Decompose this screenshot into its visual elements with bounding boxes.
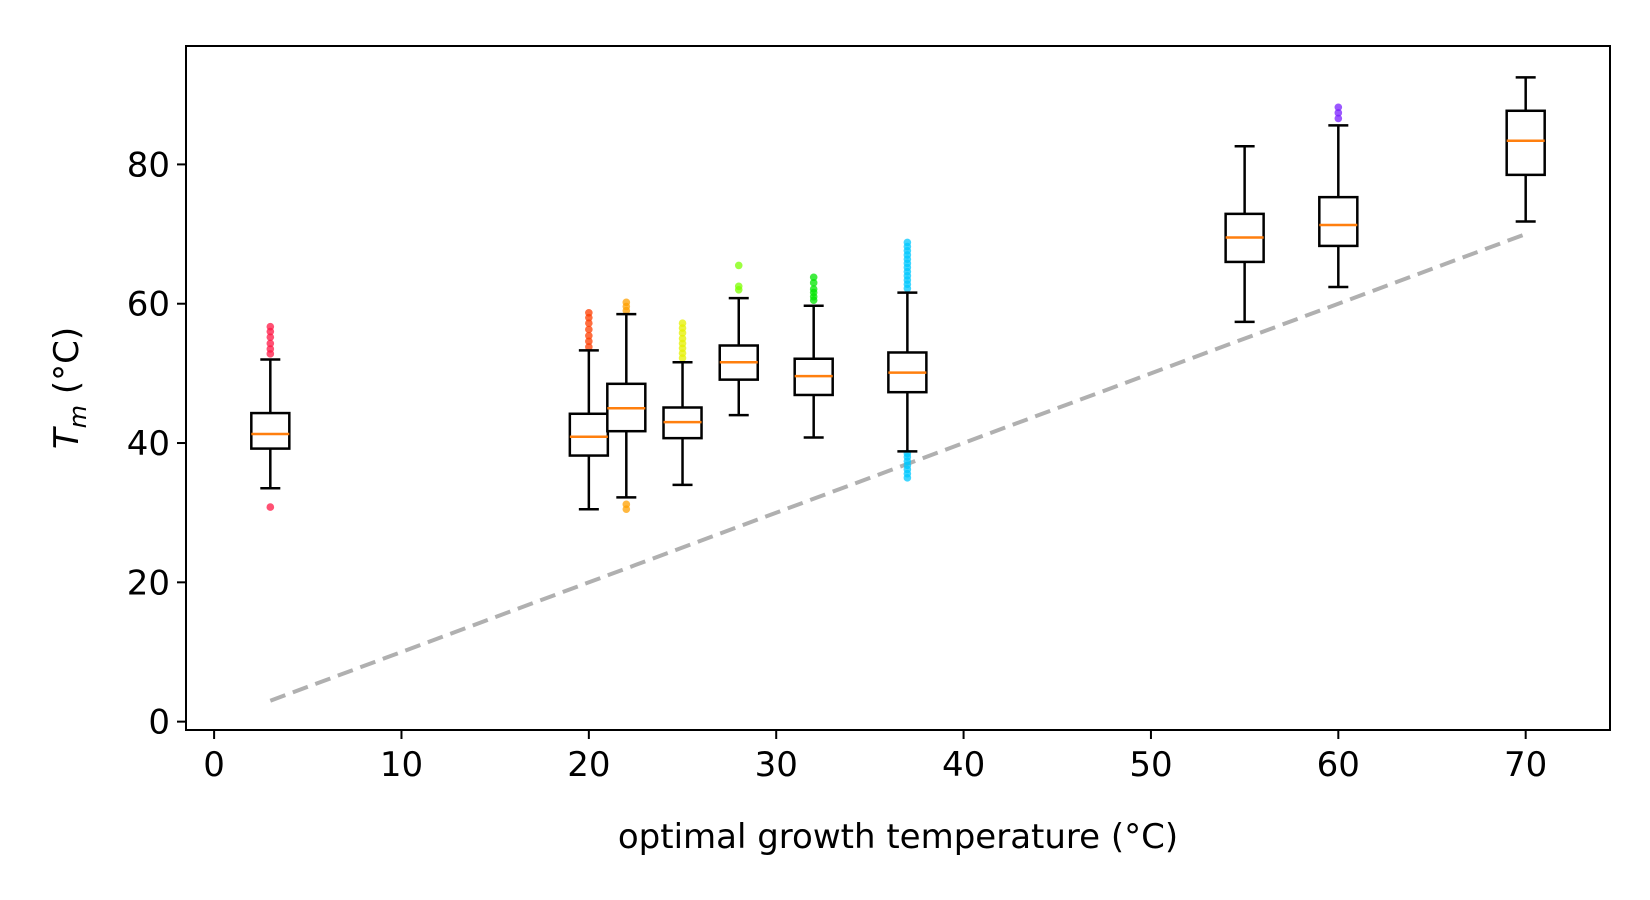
x-axis-title: optimal growth temperature (°C) (618, 817, 1178, 857)
outlier-point (1334, 114, 1343, 123)
box-group-22 (606, 298, 647, 513)
outlier-point (585, 343, 593, 351)
outlier-point (622, 500, 631, 509)
outlier-point (678, 319, 687, 328)
outlier-point (585, 337, 593, 346)
x-tick-label: 70 (1504, 745, 1547, 785)
outlier-point (734, 261, 743, 270)
outlier-point (585, 325, 593, 334)
outlier-point (809, 273, 818, 282)
y-tick-label: 60 (127, 285, 170, 325)
outlier-point (585, 331, 593, 340)
box-layer (250, 76, 1546, 513)
y-axis-title-main: T (47, 426, 87, 449)
x-tick-label: 50 (1129, 745, 1172, 785)
box-group-20 (568, 308, 610, 511)
outlier-point (266, 345, 275, 353)
y-axis: 0 20 40 60 80 (127, 145, 186, 743)
y-axis-title: Tm (°C) (47, 327, 92, 449)
y-tick-label: 0 (148, 703, 170, 743)
box-iqr (1318, 195, 1359, 248)
box-iqr (1505, 109, 1546, 177)
outlier-point (903, 238, 912, 247)
x-tick-label: 40 (942, 745, 985, 785)
outlier-point (809, 279, 818, 287)
x-tick-label: 10 (380, 745, 423, 785)
y-axis-title-unit: (°C) (47, 327, 87, 405)
reference-line-layer (269, 232, 1527, 703)
reference-line (269, 232, 1527, 703)
outlier-point (1334, 109, 1343, 117)
box-group-37 (887, 238, 928, 482)
y-tick-label: 40 (127, 424, 170, 464)
box-iqr (250, 411, 291, 450)
outlier-point (266, 333, 275, 341)
outlier-point (266, 339, 275, 348)
box-group-60 (1318, 103, 1359, 289)
outlier-point (266, 322, 275, 331)
x-tick-label: 20 (567, 745, 610, 785)
x-axis: 0 10 20 30 40 50 60 70 (203, 730, 1547, 785)
outlier-point (585, 308, 593, 317)
outlier-point (266, 503, 275, 511)
x-tick-label: 0 (203, 745, 225, 785)
outlier-point (678, 334, 687, 343)
x-tick-label: 30 (755, 745, 798, 785)
box-group-3 (250, 322, 291, 511)
box-group-70 (1505, 76, 1546, 223)
box-group-28 (718, 261, 759, 417)
y-axis-title-subscript: m (64, 405, 92, 428)
box-group-25 (662, 319, 703, 487)
box-iqr (568, 412, 610, 457)
box-group-55 (1224, 145, 1265, 324)
y-tick-label: 20 (127, 563, 170, 603)
y-tick-label: 80 (127, 145, 170, 185)
plot-area-frame (185, 45, 1611, 731)
outlier-point (734, 282, 743, 291)
outlier-point (585, 319, 593, 328)
x-tick-label: 60 (1317, 745, 1360, 785)
outlier-point (1334, 103, 1343, 112)
box-group-32 (793, 273, 834, 439)
outlier-point (622, 298, 631, 307)
outlier-point (809, 285, 818, 293)
